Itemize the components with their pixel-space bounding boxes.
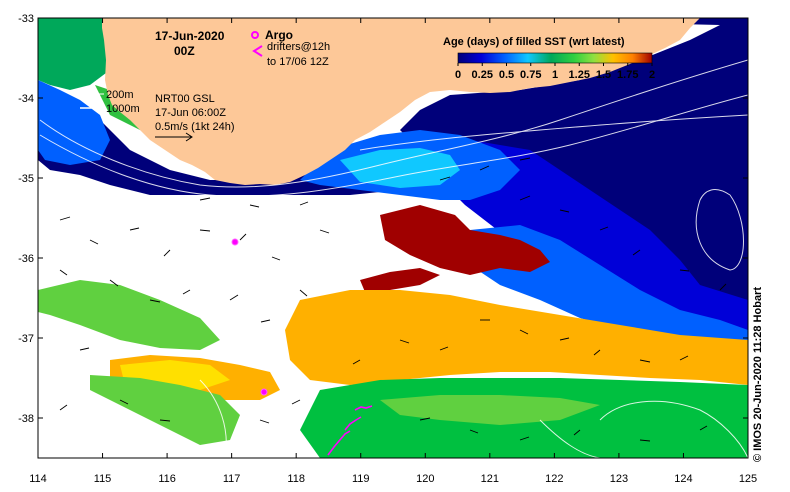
lat-tick-label: -34 — [18, 93, 34, 105]
sst-region-orange-band — [285, 290, 748, 385]
lon-tick-label: 116 — [158, 473, 176, 485]
colorbar-tick-label: 1.25 — [569, 69, 590, 81]
contour-1000m-label: 1000m — [106, 103, 140, 115]
lon-tick-label: 114 — [29, 473, 47, 485]
sst-region-cyan-patch — [340, 148, 460, 188]
colorbar-tick-label: 2 — [649, 69, 655, 81]
lon-tick-label: 118 — [287, 473, 305, 485]
latitude-axis: -33 -34 -35 -36 -37 -38 — [18, 13, 748, 425]
lat-tick-label: -36 — [18, 253, 34, 265]
lon-tick-label: 125 — [739, 473, 757, 485]
sst-region-red-streak — [360, 268, 440, 292]
sst-region-blue-east — [430, 140, 748, 330]
lat-tick-label: -37 — [18, 333, 34, 345]
velocity-scale-arrow — [155, 132, 193, 142]
sst-region-green-west — [38, 280, 220, 350]
argo-float-marker — [260, 388, 268, 396]
credit-line: © IMOS 20-Jun-2020 11:28 Hobart — [752, 286, 764, 462]
colorbar-tick-label: 1.75 — [617, 69, 638, 81]
colorbar-tick-label: 0.5 — [499, 69, 514, 81]
map-time: 00Z — [174, 44, 195, 58]
drifters-legend-line2: to 17/06 12Z — [267, 56, 329, 68]
lat-tick-label: -35 — [18, 173, 34, 185]
colorbar-tick-label: 0.75 — [520, 69, 541, 81]
lat-tick-label: -33 — [18, 13, 34, 25]
lon-tick-label: 119 — [352, 473, 370, 485]
argo-legend-icon — [251, 31, 259, 39]
sst-region-maroon-eddy — [380, 205, 550, 275]
colorbar-tick-label: 0.25 — [472, 69, 493, 81]
lon-tick-label: 122 — [545, 473, 563, 485]
contour-200m-label: 200m — [106, 89, 134, 101]
lon-tick-label: 121 — [481, 473, 499, 485]
product-time: 17-Jun 06:00Z — [155, 107, 226, 119]
lon-tick-label: 115 — [94, 473, 112, 485]
lon-tick-label: 123 — [610, 473, 628, 485]
lon-tick-label: 124 — [674, 473, 692, 485]
colorbar-gradient — [457, 52, 653, 64]
drifter-tracks — [327, 405, 373, 456]
colorbar-tick-label: 0 — [455, 69, 461, 81]
map-date: 17-Jun-2020 — [155, 29, 225, 43]
map-plot-area — [38, 18, 748, 458]
colorbar-title: Age (days) of filled SST (wrt latest) — [443, 36, 625, 48]
current-vectors — [59, 157, 727, 442]
lat-tick-label: -38 — [18, 413, 34, 425]
argo-float-marker — [231, 238, 239, 246]
colorbar-ticks: 0 0.25 0.5 0.75 1 1.25 1.5 1.75 2 — [455, 63, 655, 81]
argo-legend-label: Argo — [265, 28, 293, 42]
longitude-axis: 114 115 116 117 118 119 120 121 122 123 124 125 — [29, 18, 757, 485]
sst-contour-lines — [39, 59, 748, 458]
lon-tick-label: 117 — [223, 473, 241, 485]
sst-region-lightgreen-south — [380, 395, 600, 425]
drifter-legend-icon — [252, 45, 263, 57]
product-name: NRT00 GSL — [155, 93, 215, 105]
argo-legend: Argo — [251, 28, 293, 42]
colorbar-tick-label: 1 — [552, 69, 558, 81]
lon-tick-label: 120 — [416, 473, 434, 485]
drifters-legend: drifters@12h to 17/06 12Z — [252, 41, 330, 68]
drifters-legend-line1: drifters@12h — [267, 41, 330, 53]
plot-frame — [37, 17, 749, 459]
colorbar-tick-label: 1.5 — [596, 69, 611, 81]
sst-region-green-southwest — [90, 375, 240, 445]
velocity-scale-label: 0.5m/s (1kt 24h) — [155, 121, 234, 133]
